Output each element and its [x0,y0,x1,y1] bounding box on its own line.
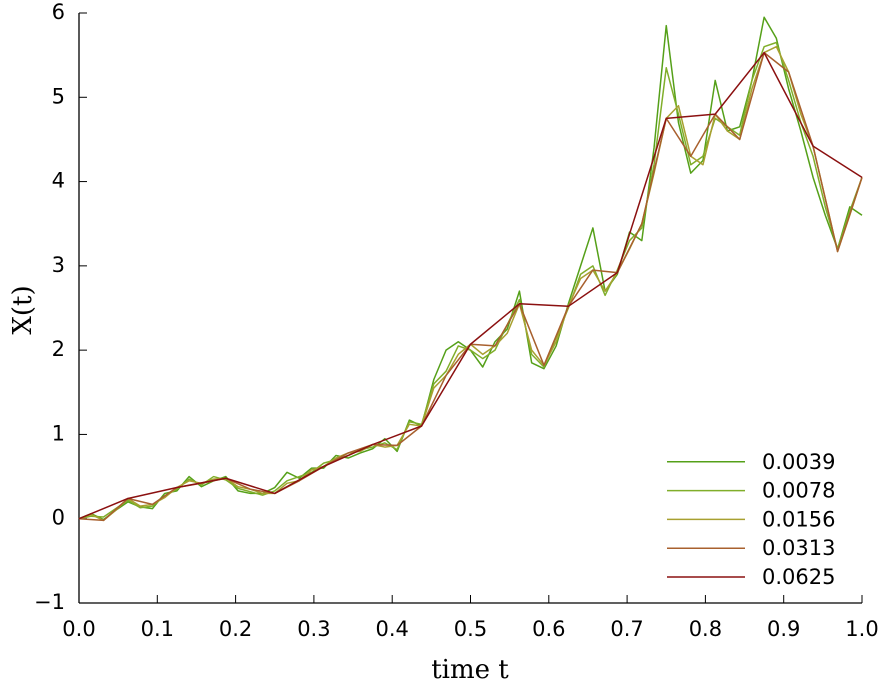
x-tick-label: 0.7 [610,617,643,641]
x-tick-label: 0.6 [532,617,565,641]
series-line [78,51,863,520]
y-tick-label: 4 [52,169,65,193]
x-tick-label: 0.5 [454,617,487,641]
y-tick-label: 6 [52,0,65,24]
y-axis-label: X(t) [8,285,38,334]
series-line [78,41,863,520]
x-tick-label: 0.1 [141,617,174,641]
x-tick-label: 0.3 [297,617,330,641]
legend-label: 0.0156 [762,507,835,531]
legend-label: 0.0625 [762,565,835,589]
legend-label: 0.0313 [762,536,835,560]
legend-label: 0.0078 [762,479,835,503]
legend-label: 0.0039 [762,450,835,474]
x-tick-label: 1.0 [845,617,878,641]
y-tick-label: 0 [52,506,65,530]
y-tick-label: 1 [52,421,65,445]
x-tick-label: 0.4 [375,617,408,641]
x-tick-label: 0.8 [689,617,722,641]
y-tick-label: −1 [34,590,65,614]
x-tick-label: 0.9 [767,617,800,641]
y-tick-label: 2 [52,337,65,361]
y-tick-label: 5 [52,84,65,108]
series-line [78,51,863,522]
x-tick-label: 0.2 [219,617,252,641]
y-tick-label: 3 [52,253,65,277]
series-line [78,16,863,521]
x-axis-label: time t [431,655,509,685]
series-line [78,45,863,522]
x-tick-label: 0.0 [62,617,95,641]
